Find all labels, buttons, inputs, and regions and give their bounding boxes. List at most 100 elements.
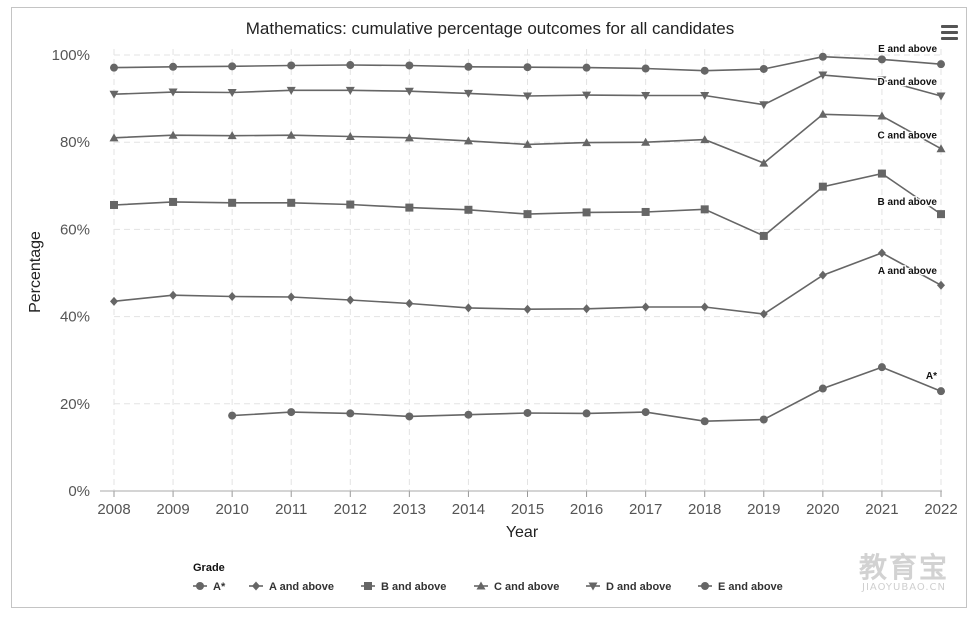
legend-label: A and above xyxy=(269,581,334,593)
hamburger-menu-icon xyxy=(941,31,958,34)
data-point xyxy=(346,200,355,209)
x-tick-label: 2010 xyxy=(215,501,248,518)
data-point xyxy=(818,109,828,118)
data-point xyxy=(641,408,650,417)
data-point xyxy=(168,130,178,139)
legend-marker xyxy=(196,582,204,590)
data-point xyxy=(523,210,532,219)
data-point xyxy=(168,88,178,97)
axes: 0% 20% 40% 60% 80% 100% 2008 2009 2010 2011 2012 20… xyxy=(52,47,958,518)
data-point xyxy=(405,299,414,309)
y-tick-label: 100% xyxy=(52,47,90,64)
x-axis-label: Year xyxy=(506,524,539,541)
x-tick-label: 2013 xyxy=(393,501,426,518)
data-point xyxy=(463,136,473,145)
data-point xyxy=(169,290,178,300)
data-point xyxy=(582,208,591,217)
data-point xyxy=(700,66,709,75)
legend-label: E and above xyxy=(718,581,783,593)
data-point xyxy=(700,135,710,144)
watermark-text: 教育宝 xyxy=(858,551,949,584)
data-point xyxy=(877,55,886,64)
hamburger-menu-icon xyxy=(941,25,958,28)
series-end-label: C and above xyxy=(878,131,938,142)
data-point xyxy=(110,63,118,72)
y-axis-label: Percentage xyxy=(27,231,44,313)
legend-marker xyxy=(588,582,598,591)
data-point xyxy=(228,198,237,207)
data-point xyxy=(877,363,886,372)
data-point xyxy=(759,101,769,110)
data-point xyxy=(523,139,532,148)
data-point xyxy=(286,130,296,139)
data-point xyxy=(109,133,119,142)
data-point xyxy=(405,203,414,212)
data-point xyxy=(523,92,532,101)
data-point xyxy=(523,63,532,72)
data-point xyxy=(582,91,592,100)
data-point xyxy=(110,296,118,306)
data-point xyxy=(464,62,473,71)
data-point xyxy=(818,270,827,280)
data-point xyxy=(582,63,591,72)
data-point xyxy=(464,303,473,313)
data-point xyxy=(405,412,414,421)
y-tick-label: 40% xyxy=(60,309,90,326)
data-point xyxy=(287,408,296,417)
x-tick-label: 2020 xyxy=(806,501,839,518)
series-end-label: B and above xyxy=(878,197,938,208)
data-point xyxy=(700,92,710,101)
y-tick-label: 20% xyxy=(60,396,90,413)
data-point xyxy=(759,309,768,319)
data-point xyxy=(346,409,355,418)
data-point xyxy=(936,144,946,153)
data-point xyxy=(818,52,827,61)
data-point xyxy=(345,86,355,95)
legend-label: B and above xyxy=(381,581,446,593)
legend-item: D and above xyxy=(586,581,671,593)
data-point xyxy=(641,207,650,216)
data-point xyxy=(287,198,296,207)
series-end-label: E and above xyxy=(878,44,937,55)
data-point xyxy=(759,231,768,240)
series-e-and-above: E and above xyxy=(110,43,945,75)
data-point xyxy=(346,295,355,305)
data-point xyxy=(523,408,532,417)
data-point xyxy=(936,92,946,101)
data-point xyxy=(877,111,887,120)
series-d-and-above: D and above xyxy=(109,71,946,110)
legend-marker xyxy=(701,582,709,590)
data-point xyxy=(818,182,827,191)
data-point xyxy=(759,64,768,73)
series-lines: A* A and above B and above C and above D and… xyxy=(109,43,946,426)
data-point xyxy=(109,90,119,99)
legend-title: Grade xyxy=(193,562,225,574)
legend-marker xyxy=(364,582,372,590)
series-a: A* xyxy=(228,363,945,426)
data-point xyxy=(818,71,828,80)
data-point xyxy=(937,210,945,219)
data-point xyxy=(227,131,237,140)
data-point xyxy=(404,87,414,96)
data-point xyxy=(464,205,473,214)
legend-marker xyxy=(252,581,260,591)
data-point xyxy=(700,417,709,426)
data-point xyxy=(404,133,414,142)
data-point xyxy=(287,61,296,70)
series-end-label: D and above xyxy=(878,77,938,88)
legend-label: D and above xyxy=(606,581,671,593)
data-point xyxy=(110,200,118,209)
legend-label: C and above xyxy=(494,581,559,593)
hamburger-menu-icon xyxy=(941,37,958,40)
data-point xyxy=(937,387,945,396)
legend-marker xyxy=(476,581,486,590)
legend: Grade A* A and above B and above C and abov… xyxy=(193,562,783,593)
x-tick-label: 2009 xyxy=(156,501,189,518)
chart-menu-button[interactable] xyxy=(936,21,964,45)
legend-item: B and above xyxy=(361,581,446,593)
data-point xyxy=(641,92,651,101)
chart-title: Mathematics: cumulative percentage outco… xyxy=(246,19,735,38)
legend-item: A and above xyxy=(249,581,334,593)
x-tick-label: 2014 xyxy=(452,501,485,518)
